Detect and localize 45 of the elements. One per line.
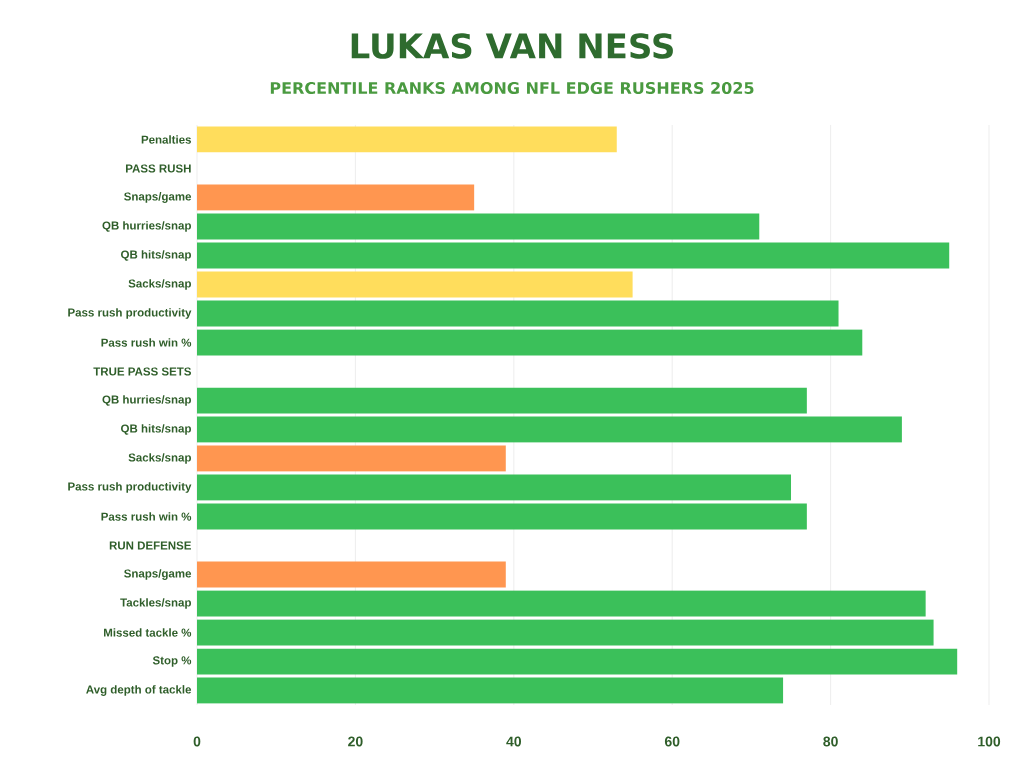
bar xyxy=(197,619,934,646)
y-tick-label: Sacks/snap xyxy=(128,279,191,290)
bar xyxy=(197,677,784,704)
y-tick-label: Penalties xyxy=(141,135,191,144)
y-tick-label: QB hits/snap xyxy=(121,250,191,261)
chart-subtitle: PERCENTILE RANKS AMONG NFL EDGE RUSHERS 2025 xyxy=(270,81,754,95)
bar xyxy=(197,242,950,269)
x-tick-label: 60 xyxy=(664,736,680,747)
y-tick-label: QB hurries/snap xyxy=(102,221,191,232)
y-tick-label: Pass rush win % xyxy=(101,512,192,521)
y-tick-label: RUN DEFENSE xyxy=(109,541,191,550)
x-tick-label: 40 xyxy=(506,736,522,747)
bar xyxy=(197,387,807,414)
y-tick-label: Tackles/snap xyxy=(120,598,191,609)
bar xyxy=(197,445,506,472)
bar xyxy=(197,271,633,298)
y-tick-label: TRUE PASS SETS xyxy=(93,367,192,376)
bar xyxy=(197,590,926,617)
bar xyxy=(197,184,475,211)
bar xyxy=(197,329,863,356)
y-tick-label: Pass rush productivity xyxy=(68,308,192,319)
bar xyxy=(197,213,760,240)
y-tick-label: Stop % xyxy=(152,656,192,667)
chart-title: LUKAS VAN NESS xyxy=(351,33,673,59)
y-tick-label: PASS RUSH xyxy=(125,164,191,173)
bar xyxy=(197,474,792,501)
y-tick-label: Avg depth of tackle xyxy=(86,685,192,696)
x-tick-label: 100 xyxy=(978,736,1001,747)
y-tick-label: Pass rush productivity xyxy=(68,482,192,493)
x-tick-label: 0 xyxy=(193,736,201,747)
x-tick-label: 20 xyxy=(348,736,363,747)
y-tick-label: QB hits/snap xyxy=(121,424,191,435)
bar xyxy=(197,503,807,530)
bar xyxy=(197,561,506,588)
y-tick-label: Missed tackle % xyxy=(104,628,192,637)
y-tick-label: Sacks/snap xyxy=(128,453,191,464)
bar xyxy=(197,300,839,327)
bar xyxy=(197,126,617,153)
y-tick-label: QB hurries/snap xyxy=(102,395,191,406)
y-tick-label: Snaps/game xyxy=(124,192,192,203)
y-tick-label: Snaps/game xyxy=(124,569,192,580)
x-tick-label: 80 xyxy=(823,736,838,747)
y-tick-label: Pass rush win % xyxy=(101,338,192,347)
bar xyxy=(197,648,958,675)
bar xyxy=(197,416,902,443)
